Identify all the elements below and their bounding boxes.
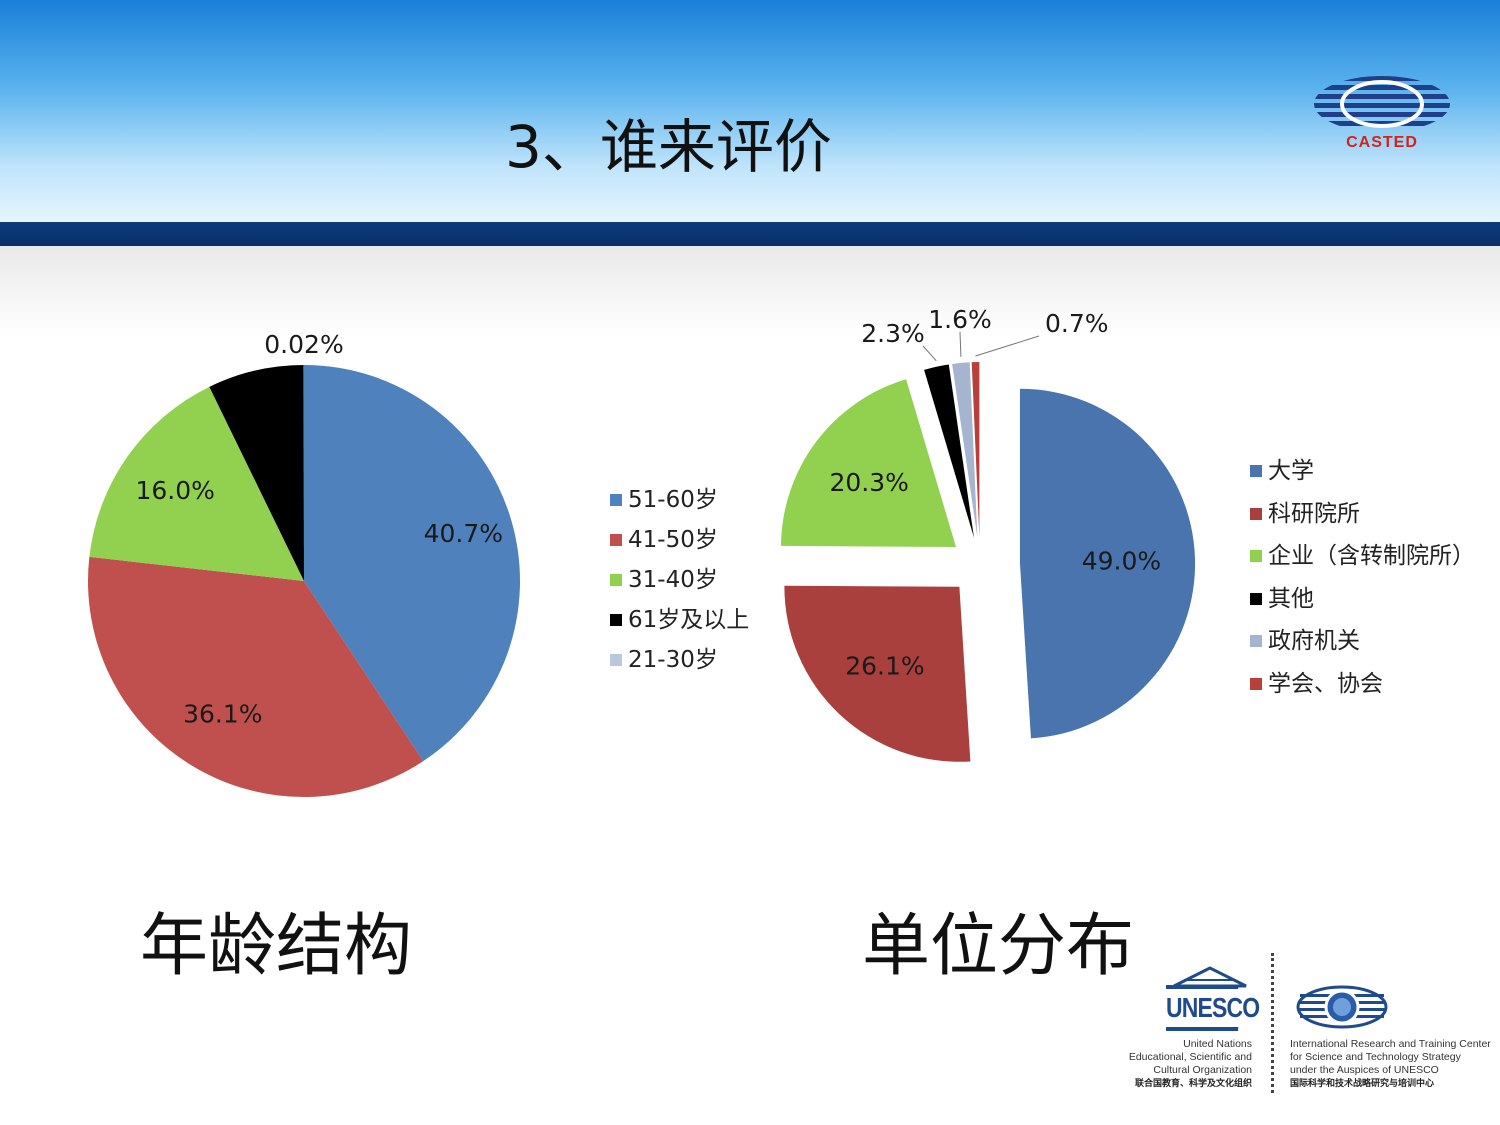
age-legend-swatch	[610, 574, 622, 586]
org-legend-label: 科研院所	[1268, 500, 1360, 527]
age-caption: 年龄结构	[140, 907, 413, 986]
age-legend-item: 61岁及以上	[610, 600, 749, 640]
org-slice	[952, 362, 978, 538]
age-legend-swatch	[610, 614, 622, 626]
org-legend-item: 政府机关	[1250, 620, 1475, 663]
org-leader-line	[922, 345, 937, 362]
age-legend-label: 51-60岁	[628, 487, 718, 513]
age-legend-item: 21-30岁	[610, 640, 749, 680]
unesco-line: United Nations	[1183, 1038, 1252, 1050]
org-legend-label: 学会、协会	[1268, 670, 1383, 697]
age-data-label: 36.1%	[183, 700, 262, 729]
unesco-text: United Nations Educational, Scientific a…	[1100, 1038, 1252, 1090]
org-legend-item: 大学	[1250, 450, 1475, 493]
casted-logo-icon	[1314, 76, 1450, 128]
org-data-label: 0.7%	[1045, 309, 1109, 338]
org-legend-item: 企业（含转制院所）	[1250, 535, 1475, 578]
org-slice	[971, 362, 980, 538]
org-slice	[781, 379, 957, 547]
header-band	[0, 222, 1500, 246]
age-slice	[89, 386, 304, 581]
org-leader-line	[959, 331, 962, 357]
irtc-line: International Research and Training Cent…	[1290, 1038, 1491, 1050]
org-leader-line	[975, 335, 1040, 357]
org-legend-swatch	[1250, 465, 1262, 478]
age-legend-swatch	[610, 534, 622, 546]
age-slice	[304, 365, 521, 762]
casted-logo-text: CASTED	[1346, 134, 1418, 151]
org-legend-swatch	[1250, 507, 1262, 520]
org-legend-label: 政府机关	[1268, 628, 1360, 654]
org-slice	[784, 585, 971, 762]
org-legend-label: 大学	[1268, 458, 1314, 484]
org-legend: 大学科研院所企业（含转制院所） 其他 政府机关学会、协会	[1250, 450, 1475, 705]
org-legend-label: 企业（含转制院所）	[1268, 543, 1475, 569]
org-legend-item: 其他	[1250, 578, 1475, 621]
age-legend-label: 61岁及以上	[628, 607, 750, 633]
age-legend-item: 41-50岁	[610, 520, 749, 560]
org-slice	[924, 364, 974, 538]
age-legend-swatch	[610, 654, 622, 666]
org-legend-swatch	[1250, 592, 1262, 605]
age-legend-label: 21-30岁	[628, 647, 718, 673]
org-legend-swatch	[1250, 635, 1262, 648]
age-legend-swatch	[610, 494, 622, 506]
org-data-label: 20.3%	[829, 468, 908, 497]
org-legend-item: 学会、协会	[1250, 663, 1475, 706]
age-data-label: 40.7%	[424, 519, 503, 548]
age-pie-chart: 40.7% 36.1% 16.0% 0.02%	[88, 330, 521, 797]
irtc-text: International Research and Training Cent…	[1290, 1038, 1500, 1090]
org-data-label: 49.0%	[1082, 547, 1161, 576]
org-legend-label: 其他	[1268, 585, 1314, 612]
unesco-line: Educational, Scientific and	[1128, 1051, 1252, 1063]
unesco-wordmark: UNESCO	[1166, 985, 1260, 1031]
age-legend: 51-60岁 41-50岁 31-40岁 61岁及以上 21-30岁	[610, 480, 749, 680]
org-caption: 单位分布	[862, 907, 1135, 986]
header-banner	[0, 0, 1500, 222]
org-legend-item: 科研院所	[1250, 493, 1475, 536]
age-legend-label: 31-40岁	[628, 567, 718, 593]
irtc-line: for Science and Technology Strategy	[1290, 1051, 1461, 1063]
footer-divider	[1271, 953, 1274, 1093]
age-legend-item: 51-60岁	[610, 480, 749, 520]
org-data-label: 26.1%	[845, 652, 924, 681]
org-legend-swatch	[1250, 550, 1262, 563]
slide-title: 3、谁来评价	[505, 113, 832, 181]
unesco-line-cn: 联合国教育、科学及文化组织	[1134, 1078, 1252, 1088]
age-legend-item: 31-40岁	[610, 560, 749, 600]
org-slice	[1019, 388, 1196, 739]
irtc-line-cn: 国际科学和技术战略研究与培训中心	[1290, 1078, 1435, 1088]
irtc-line: under the Auspices of UNESCO	[1290, 1064, 1439, 1076]
age-data-label: 16.0%	[135, 476, 214, 505]
org-legend-swatch	[1250, 677, 1262, 690]
org-pie-chart: 49.0% 26.1% 20.3% 2.3% 1.6% 0.7%	[781, 305, 1196, 762]
org-data-label: 2.3%	[861, 319, 925, 348]
age-slice	[88, 556, 424, 797]
age-legend-label: 41-50岁	[628, 527, 718, 553]
irtc-globe-logo-icon	[1296, 985, 1388, 1029]
unesco-line: Cultural Organization	[1153, 1064, 1252, 1076]
org-data-label: 1.6%	[928, 305, 992, 334]
age-data-label: 0.02%	[264, 330, 343, 359]
age-slice	[209, 365, 304, 581]
